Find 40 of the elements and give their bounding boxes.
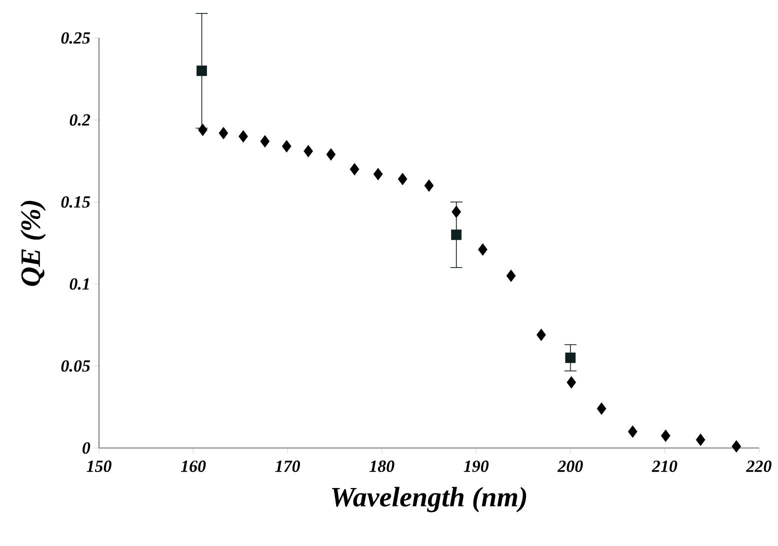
x-tick-label: 210 <box>652 460 678 472</box>
point <box>566 376 576 389</box>
x-axis-title: Wavelength (nm) <box>332 486 526 512</box>
point <box>506 270 516 282</box>
point <box>696 434 706 446</box>
point <box>198 124 208 136</box>
point <box>196 66 207 76</box>
x-tick-label: 220 <box>746 460 772 472</box>
point <box>452 206 462 218</box>
point <box>536 328 546 342</box>
point <box>565 352 576 363</box>
x-tick-label: 180 <box>370 460 394 472</box>
point <box>218 126 228 140</box>
point <box>451 230 462 240</box>
point <box>732 440 742 453</box>
point <box>282 140 292 152</box>
x-tick-label: 200 <box>557 460 583 472</box>
point <box>424 179 434 192</box>
x-tick-label: 170 <box>275 460 300 472</box>
x-tick-label: 160 <box>180 460 206 472</box>
y-tick-label: 0.2 <box>70 114 90 126</box>
point <box>596 402 606 415</box>
x-tick-label: 190 <box>464 460 489 472</box>
y-tick-label: 0.25 <box>61 32 90 44</box>
point <box>304 144 314 158</box>
y-tick-label: 0.1 <box>70 278 89 290</box>
point <box>398 172 408 186</box>
y-axis-title: QE (%) <box>20 200 46 286</box>
y-tick-label: 0.15 <box>61 196 90 208</box>
point <box>326 148 336 161</box>
x-tick-label: 150 <box>86 460 112 472</box>
point <box>260 135 270 148</box>
point <box>628 425 638 438</box>
y-tick-label: 0.05 <box>61 360 90 372</box>
point <box>660 430 670 442</box>
y-tick-label: 0 <box>82 442 90 454</box>
point <box>478 243 488 256</box>
point <box>238 130 248 143</box>
point <box>350 162 360 176</box>
point <box>373 168 383 180</box>
